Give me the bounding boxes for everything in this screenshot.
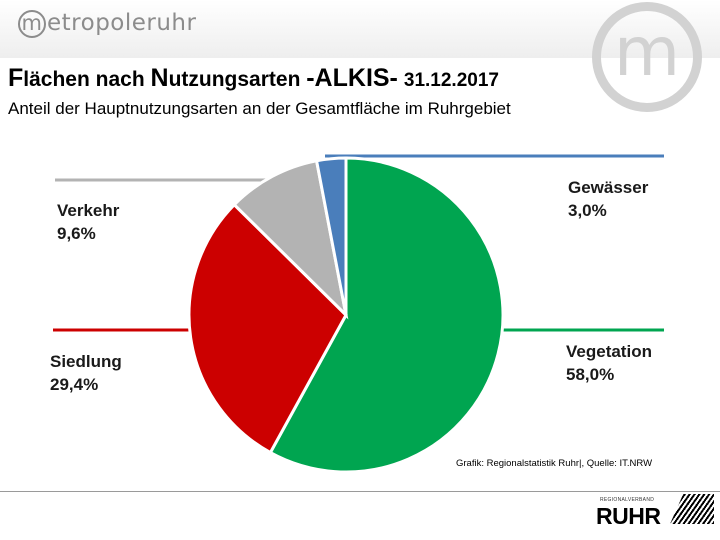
label-vegetation-name: Vegetation	[566, 342, 652, 361]
pie-slices	[187, 156, 505, 474]
label-siedlung-value: 29,4%	[50, 375, 99, 394]
footer-logo-small-text: REGIONALVERBAND	[600, 497, 655, 503]
label-siedlung-name: Siedlung	[50, 352, 122, 371]
label-siedlung: Siedlung 29,4%	[50, 350, 122, 396]
source-note: Grafik: Regionalstatistik Ruhr|, Quelle:…	[456, 458, 653, 469]
label-verkehr-value: 9,6%	[57, 224, 96, 243]
logo-text: etropoleruhr	[47, 10, 197, 36]
page-title: Flächen nach Nutzungsarten -ALKIS- 31.12.…	[8, 64, 499, 93]
metropoleruhr-logo: m etropoleruhr	[18, 10, 196, 38]
label-gewaesser: Gewässer 3,0%	[568, 176, 648, 222]
title-part1-cap: F	[8, 64, 24, 92]
title-alkis: -ALKIS-	[306, 64, 398, 92]
brand-m-icon: m	[592, 2, 702, 112]
label-vegetation: Vegetation 58,0%	[566, 340, 652, 386]
footer-ruhr-logo: RUHR	[596, 503, 661, 529]
brand-m-letter: m	[613, 13, 681, 92]
label-verkehr: Verkehr 9,6%	[57, 199, 119, 245]
footer-divider	[0, 491, 720, 492]
title-part1-rest: lächen nach	[23, 68, 151, 91]
title-part2-cap: N	[150, 64, 169, 92]
label-vegetation-value: 58,0%	[566, 365, 615, 384]
label-gewaesser-name: Gewässer	[568, 178, 649, 197]
label-gewaesser-value: 3,0%	[568, 201, 607, 220]
label-verkehr-name: Verkehr	[57, 201, 120, 220]
pie-slice-vegetation	[268, 156, 505, 474]
title-date: 31.12.2017	[403, 70, 499, 91]
pie-slice-siedlung	[187, 202, 348, 455]
logo-m-icon: m	[18, 10, 46, 38]
pie-slice-verkehr	[232, 159, 349, 320]
page-subtitle: Anteil der Hauptnutzungsarten an der Ges…	[8, 99, 511, 118]
pie-slice-gewaesser	[314, 156, 348, 316]
title-part2-rest: utzungsarten	[168, 68, 307, 91]
